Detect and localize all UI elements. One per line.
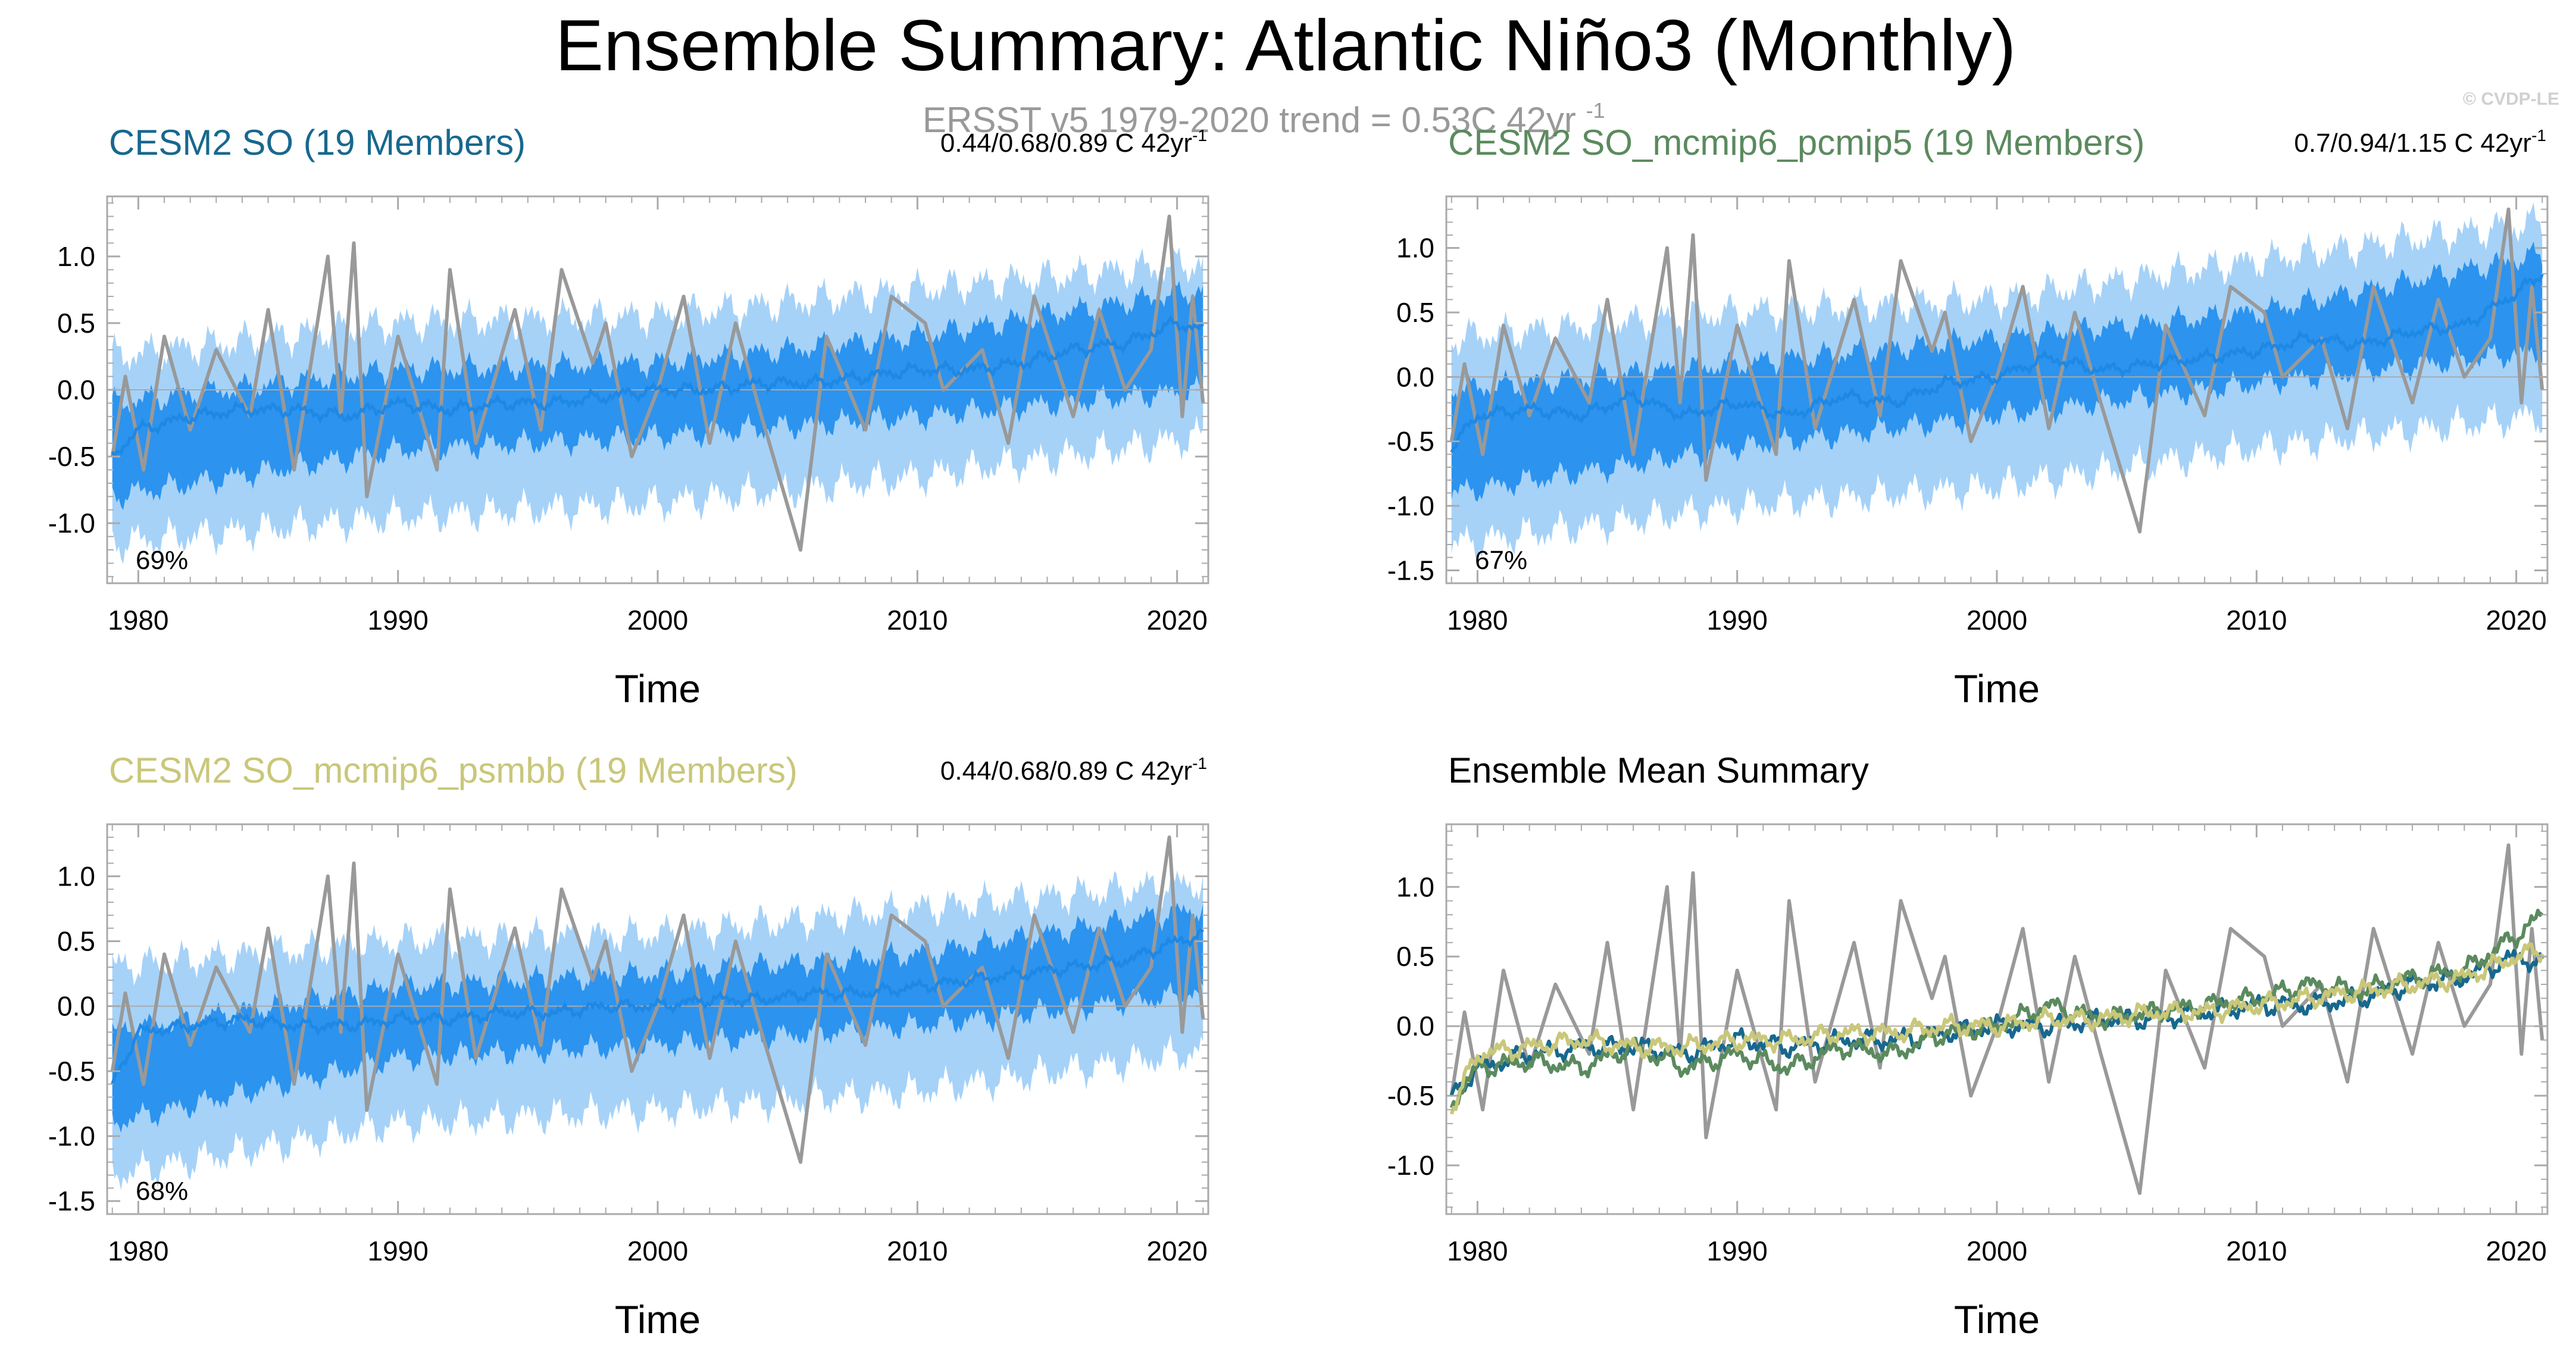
obs-trend-superscript: -1 [1586,98,1605,123]
x-tick-label: 1980 [108,605,168,636]
summary-series-line-3 [1449,942,2544,1115]
y-tick-label: -1.0 [1387,490,1434,521]
panel-trend-superscript: -1 [1192,126,1207,145]
ensemble-mean-line [1450,273,2544,453]
y-tick-label: 0.0 [57,991,95,1022]
y-tick-label: 0.5 [1396,941,1434,972]
x-tick-label: 2010 [2226,605,2287,636]
y-tick-label: -1.0 [48,1121,95,1152]
panel-title: Ensemble Mean Summary [1448,750,1869,790]
panel-trend-text: 0.44/0.68/0.89 C 42yr [940,129,1192,158]
y-tick-label: -1.5 [48,1186,95,1216]
y-tick-label: 0.0 [57,374,95,405]
x-axis-title: Time [615,667,701,711]
y-tick-label: 1.0 [1396,871,1434,902]
obs-series-line [1449,207,2544,534]
y-tick-label: 1.0 [57,241,95,272]
panel-trend-label: 0.44/0.68/0.89 C 42yr-1 [940,126,1207,158]
figure-title: Ensemble Summary: Atlantic Niño3 (Monthl… [555,5,2016,86]
y-tick-label: 0.5 [1396,297,1434,328]
y-tick-label: -1.0 [1387,1150,1434,1181]
x-tick-label: 2000 [627,605,688,636]
y-tick-label: -0.5 [1387,1080,1434,1111]
percent-label: 68% [136,1177,188,1206]
y-tick-label: -0.5 [48,441,95,472]
x-tick-label: 1990 [368,1235,429,1266]
summary-series-line-1 [1449,949,2544,1096]
panel-trend-superscript: -1 [1192,754,1207,772]
panel-psmbb: 68% -1.5 -1.0 -0.5 0.0 0.5 1.0 1980 1990 2000 2010… [48,750,1209,1341]
panel-title: CESM2 SO_mcmip6_pcmip5 (19 Members) [1448,123,2144,162]
obs-series-line [110,214,1205,552]
watermark: © CVDP-LE [2463,89,2559,109]
panel-trend-label: 0.44/0.68/0.89 C 42yr-1 [940,754,1207,786]
y-tick-label: -0.5 [48,1056,95,1087]
panel-so: 69% -1.0 -0.5 0.0 0.5 1.0 1980 1990 2000 2010 2020… [48,123,1209,711]
x-tick-label: 2010 [2226,1235,2287,1266]
x-axis-title: Time [1954,667,2040,711]
x-tick-label: 1980 [1447,1235,1508,1266]
x-axis-title: Time [615,1297,701,1341]
panel-trend-superscript: -1 [2531,126,2546,145]
y-tick-label: 0.5 [57,308,95,339]
x-tick-label: 1990 [1707,1235,1768,1266]
y-tick-label: 0.5 [57,926,95,957]
x-tick-label: 2020 [2486,1235,2546,1266]
x-tick-label: 2020 [2486,605,2546,636]
y-tick-label: 1.0 [57,861,95,892]
panel-pcmip5: 67% -1.5 -1.0 -0.5 0.0 0.5 1.0 1980 1990 2000 2010… [1387,123,2549,711]
x-axis-title: Time [1954,1297,2040,1341]
panel-summary: -1.0 -0.5 0.0 0.5 1.0 1980 1990 2000 2010 2020 Tim… [1387,750,2549,1341]
obs-trend-text: ERSST v5 1979-2020 trend = 0.53C 42yr [923,100,1576,140]
percent-label: 69% [136,546,188,575]
panel-trend-label: 0.7/0.94/1.15 C 42yr-1 [2294,126,2546,158]
percent-label: 67% [1475,546,1527,575]
x-tick-label: 1990 [1707,605,1768,636]
y-tick-label: 1.0 [1396,233,1434,264]
panel-title: CESM2 SO (19 Members) [109,123,526,162]
ensemble-mean-line [111,927,1205,1084]
y-tick-label: -0.5 [1387,426,1434,457]
panel-trend-text: 0.44/0.68/0.89 C 42yr [940,756,1192,786]
x-tick-label: 2000 [627,1235,688,1266]
y-tick-label: 0.0 [1396,361,1434,392]
ensemble-mean-line [111,315,1205,459]
panel-title: CESM2 SO_mcmip6_psmbb (19 Members) [109,750,798,790]
x-tick-label: 2020 [1146,605,1207,636]
y-tick-label: 0.0 [1396,1011,1434,1041]
x-tick-label: 2020 [1146,1235,1207,1266]
x-tick-label: 2010 [887,1235,948,1266]
panel-trend-text: 0.7/0.94/1.15 C 42yr [2294,129,2531,158]
x-tick-label: 1980 [1447,605,1508,636]
obs-series-line [110,835,1205,1164]
summary-series-line-0 [1449,843,2544,1195]
x-tick-label: 1980 [108,1235,168,1266]
y-tick-label: -1.0 [48,508,95,539]
x-tick-label: 2010 [887,605,948,636]
x-tick-label: 2000 [1967,1235,2027,1266]
x-tick-label: 2000 [1967,605,2027,636]
obs-trend-label: ERSST v5 1979-2020 trend = 0.53C 42yr -1 [923,98,1605,140]
y-tick-label: -1.5 [1387,555,1434,586]
x-tick-label: 1990 [368,605,429,636]
